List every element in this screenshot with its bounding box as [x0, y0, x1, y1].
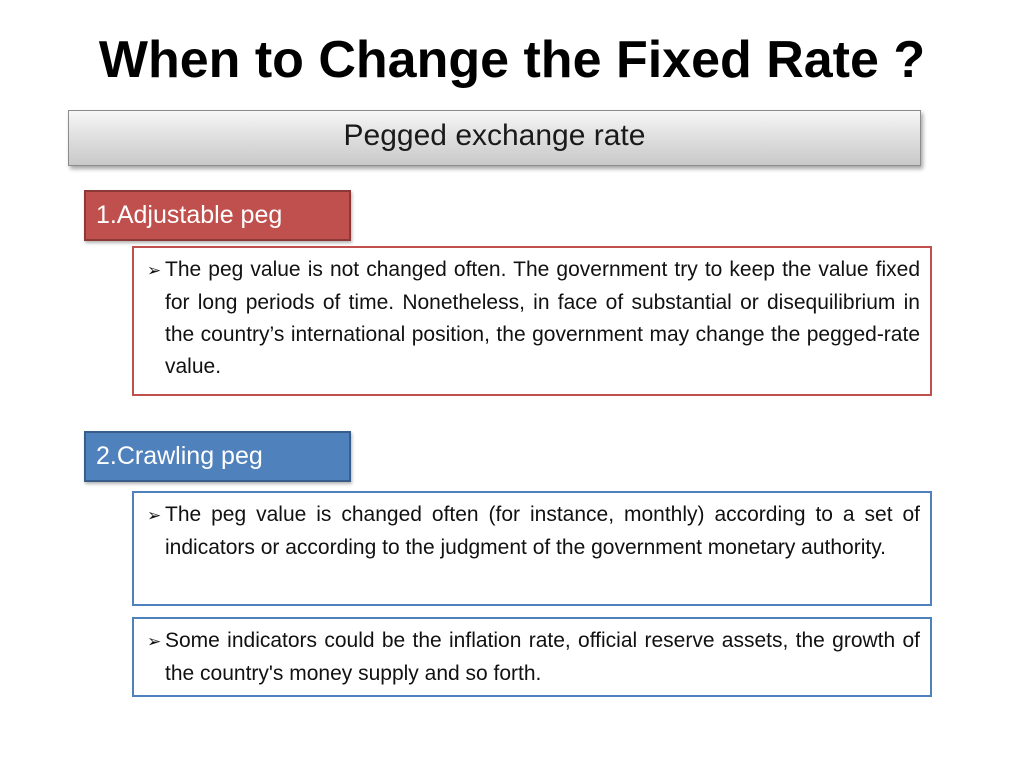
adjustable-peg-label: 1.Adjustable peg	[84, 190, 351, 241]
arrow-bullet-icon: ➢	[147, 506, 162, 526]
header-bar: Pegged exchange rate	[68, 110, 921, 166]
bullet-text: The peg value is not changed often. The …	[165, 258, 920, 378]
arrow-bullet-icon: ➢	[147, 261, 162, 281]
slide-title: When to Change the Fixed Rate ?	[98, 31, 926, 89]
crawling-peg-indicators: ➢ Some indicators could be the inflation …	[132, 617, 932, 697]
arrow-bullet-icon: ➢	[147, 632, 162, 652]
crawling-peg-label: 2.Crawling peg	[84, 431, 351, 482]
bullet-text: Some indicators could be the inflation r…	[165, 629, 920, 685]
adjustable-peg-description: ➢ The peg value is not changed often. The…	[132, 246, 932, 396]
crawling-peg-description: ➢ The peg value is changed often (for ins…	[132, 491, 932, 606]
bullet-text: The peg value is changed often (for inst…	[165, 503, 920, 559]
